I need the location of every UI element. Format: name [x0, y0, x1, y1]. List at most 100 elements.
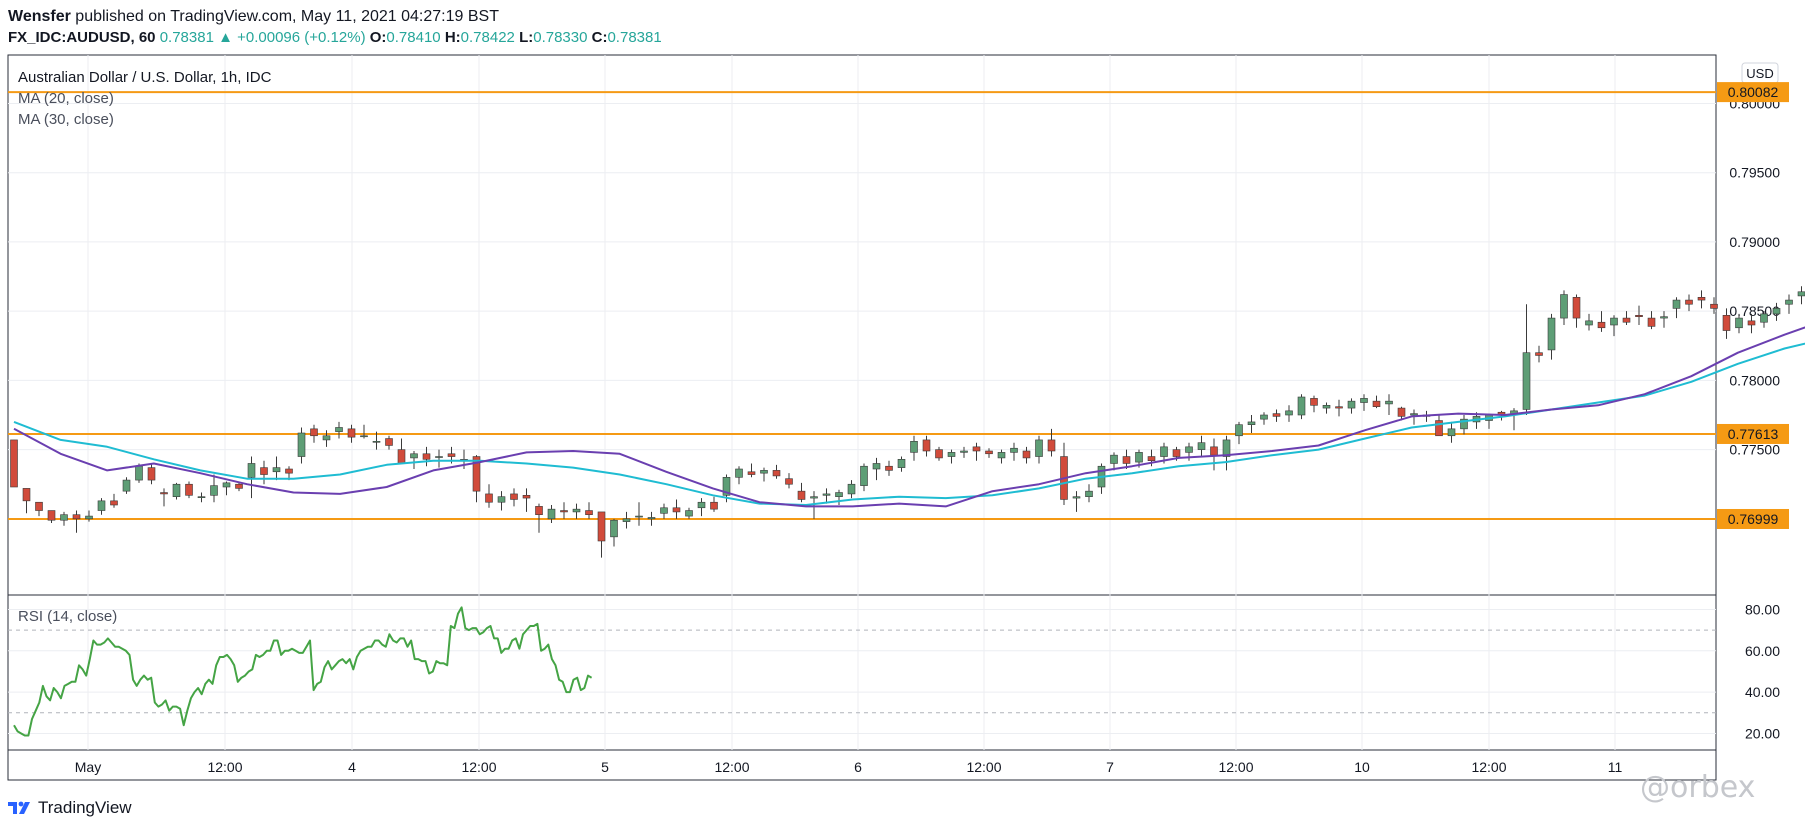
candle-up: [685, 510, 693, 517]
candle-up: [122, 479, 131, 492]
candle-up: [1235, 424, 1243, 437]
candle-up: [222, 482, 231, 488]
candle-up: [822, 493, 831, 496]
candle-up: [497, 496, 506, 503]
candle-down: [522, 495, 531, 499]
candle-up: [547, 508, 556, 520]
candle-down: [185, 483, 193, 496]
chart-title: Australian Dollar / U.S. Dollar, 1h, IDC: [18, 69, 272, 86]
candle-up: [60, 514, 68, 521]
candle-up: [410, 453, 418, 459]
candle-up: [735, 468, 743, 478]
time-tick-label: 12:00: [461, 759, 496, 775]
candle-down: [985, 450, 993, 455]
candle-up: [1185, 446, 1193, 453]
candle-down: [922, 439, 931, 452]
close-label: C:: [591, 29, 608, 46]
candle-down: [1435, 420, 1443, 437]
candle-up: [297, 432, 306, 457]
candle-up: [1222, 439, 1231, 457]
candle-down: [422, 453, 431, 460]
rsi-tick-label: 40.00: [1745, 684, 1780, 700]
candle-up: [1735, 317, 1743, 329]
candle-up: [1110, 454, 1118, 464]
candle-up: [760, 470, 768, 474]
level-price-badge: [1717, 423, 1789, 444]
candle-up: [810, 496, 818, 499]
candle-down: [785, 478, 793, 485]
candle-down: [347, 428, 356, 438]
candle-up: [722, 477, 731, 496]
candle-down: [22, 488, 31, 502]
tradingview-logo-icon: [8, 801, 30, 814]
candle-down: [1572, 297, 1581, 319]
candle-down: [1722, 315, 1731, 331]
candle-up: [697, 501, 706, 509]
candle-up: [1447, 428, 1456, 437]
price-tick-label: 0.78000: [1729, 372, 1780, 388]
candle-up: [1085, 490, 1093, 497]
candle-down: [935, 449, 943, 459]
candle-down: [10, 439, 18, 488]
candle-down: [535, 506, 543, 515]
candle-up: [1385, 400, 1393, 405]
candle-up: [1297, 396, 1306, 416]
candle-up: [1522, 352, 1531, 410]
candle-down: [772, 470, 781, 477]
candle-down: [1172, 449, 1181, 457]
rsi-tick-label: 80.00: [1745, 601, 1780, 617]
chart-frame: [7, 54, 1717, 781]
author-name[interactable]: Wensfer: [8, 8, 71, 25]
candle-up: [1322, 405, 1331, 409]
level-price-badge: [1717, 508, 1789, 529]
candle-down: [597, 511, 606, 542]
time-tick-label: 5: [601, 759, 609, 775]
tradingview-logo[interactable]: TradingView: [8, 798, 132, 818]
candle-up: [997, 452, 1006, 459]
candle-up: [435, 456, 443, 458]
candle-down: [560, 510, 568, 513]
candle-up: [360, 435, 368, 438]
time-tick-label: 12:00: [714, 759, 749, 775]
candle-down: [710, 501, 718, 510]
candle-up: [860, 465, 868, 486]
candle-up: [1560, 294, 1568, 319]
level-price-label: 0.80082: [1728, 84, 1779, 100]
symbol-label: FX_IDC:AUDUSD, 60: [8, 29, 156, 46]
candle-up: [610, 519, 618, 538]
candle-down: [472, 456, 481, 492]
price-tick-label: 0.79500: [1729, 165, 1780, 181]
price-tick-label: 0.78500: [1729, 303, 1780, 319]
candle-down: [1647, 317, 1656, 327]
candle-down: [310, 428, 318, 437]
candle-down: [1622, 317, 1631, 323]
candle-up: [1160, 446, 1168, 457]
ma20-line: [13, 326, 1805, 508]
legend-ma30: MA (30, close): [18, 111, 114, 128]
level-price-badge: [1717, 82, 1789, 103]
candle-down: [485, 493, 493, 503]
candle-up: [1460, 418, 1468, 430]
candle-up: [1347, 400, 1356, 409]
time-tick-label: 12:00: [1218, 759, 1253, 775]
candle-up: [372, 441, 381, 443]
time-tick-label: 11: [1608, 759, 1623, 775]
candle-up: [1247, 421, 1256, 425]
candle-up: [847, 483, 856, 495]
candle-down: [747, 471, 756, 475]
candle-down: [1397, 407, 1406, 417]
candle-down: [510, 493, 518, 500]
last-price: 0.78381: [159, 29, 214, 46]
candle-down: [1210, 446, 1218, 456]
low-value: 0.78330: [533, 29, 588, 46]
candle-up: [1260, 414, 1268, 420]
candle-up: [172, 483, 181, 497]
candle-up: [835, 492, 843, 497]
candle-down: [397, 449, 406, 464]
candle-down: [1272, 413, 1281, 417]
candle-up: [1585, 320, 1593, 326]
candle-down: [972, 446, 981, 452]
candle-down: [110, 500, 118, 506]
candle-down: [260, 467, 268, 475]
